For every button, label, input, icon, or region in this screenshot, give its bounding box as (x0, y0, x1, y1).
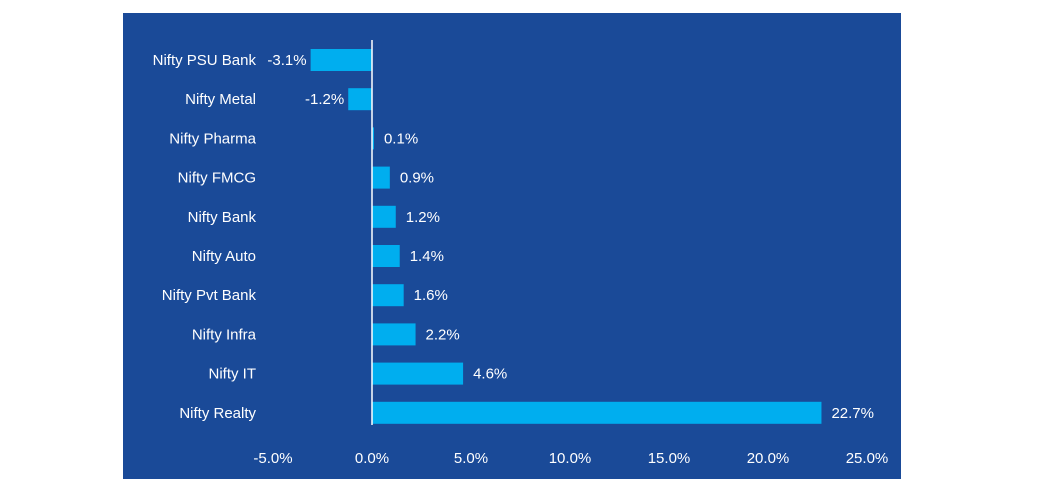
category-label: Nifty IT (209, 366, 257, 383)
value-label: 2.2% (426, 326, 460, 343)
value-label: 1.2% (406, 209, 440, 226)
x-tick-labels-group: -5.0% 0.0% 5.0% 10.0% 15.0% 20.0% 25.0% (253, 450, 888, 467)
bars-group (310, 49, 822, 424)
category-label: Nifty Realty (179, 405, 256, 422)
x-tick-label: 10.0% (549, 450, 592, 467)
bar-nifty-it (372, 362, 464, 385)
value-label: 4.6% (473, 366, 507, 383)
value-label: 0.1% (384, 130, 418, 147)
chart-panel: Nifty PSU Bank Nifty Metal Nifty Pharma Nif… (123, 13, 901, 479)
bar-nifty-auto (372, 245, 400, 267)
bar-nifty-realty (372, 401, 822, 424)
category-label: Nifty Pvt Bank (162, 287, 257, 304)
x-tick-label: 0.0% (355, 450, 389, 467)
bar-nifty-fmcg (372, 166, 390, 189)
bar-nifty-pharma (372, 127, 374, 150)
category-label: Nifty Auto (192, 248, 256, 265)
value-label: -1.2% (305, 91, 344, 108)
category-label: Nifty FMCG (178, 170, 256, 187)
bar-nifty-metal (348, 88, 372, 111)
bar-nifty-pvt-bank (372, 284, 404, 307)
value-labels-group: -3.1% -1.2% 0.1% 0.9% 1.2% 1.4% 1.6% 2.2% 4.6% 22… (267, 52, 874, 422)
bar-nifty-infra (372, 323, 416, 346)
value-label: 1.6% (414, 287, 448, 304)
x-tick-label: 15.0% (648, 450, 691, 467)
category-label: Nifty Infra (192, 326, 257, 343)
category-labels-group: Nifty PSU Bank Nifty Metal Nifty Pharma Nif… (153, 52, 257, 422)
category-label: Nifty Metal (185, 91, 256, 108)
x-tick-label: 20.0% (747, 450, 790, 467)
category-label: Nifty Pharma (169, 130, 256, 147)
category-label: Nifty Bank (188, 209, 257, 226)
x-tick-label: 5.0% (454, 450, 488, 467)
category-label: Nifty PSU Bank (153, 52, 257, 69)
value-label: -3.1% (267, 52, 306, 69)
value-label: 22.7% (831, 405, 874, 422)
value-label: 0.9% (400, 170, 434, 187)
bar-chart: Nifty PSU Bank Nifty Metal Nifty Pharma Nif… (153, 40, 888, 467)
bar-nifty-psu-bank (310, 49, 372, 71)
x-tick-label: -5.0% (253, 450, 292, 467)
value-label: 1.4% (410, 248, 444, 265)
x-tick-label: 25.0% (846, 450, 889, 467)
bar-nifty-bank (372, 205, 396, 228)
